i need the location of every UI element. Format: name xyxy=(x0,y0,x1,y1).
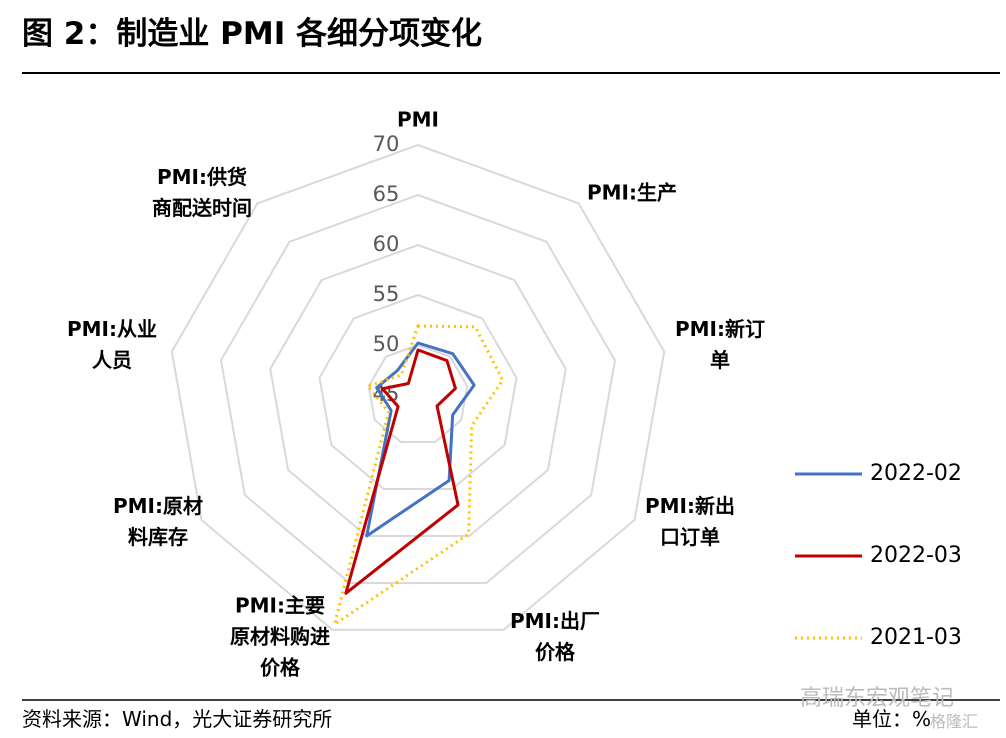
legend-label: 2022-03 xyxy=(870,543,962,568)
axis-label: PMI:新出口订单 xyxy=(645,494,735,549)
watermark: 格隆汇 xyxy=(930,712,979,731)
title: 图 2：制造业 PMI 各细分项变化 xyxy=(22,16,483,52)
r-tick-label: 70 xyxy=(373,132,400,156)
grid-ring xyxy=(269,243,567,537)
series-line xyxy=(344,348,460,595)
unit: 单位：% xyxy=(852,707,932,731)
axis-label: PMI:主要原材料购进价格 xyxy=(230,593,330,680)
r-tick-label: 50 xyxy=(373,332,400,356)
watermark: 高瑞东宏观笔记 xyxy=(800,686,955,711)
source: 资料来源：Wind，光大证券研究所 xyxy=(22,707,333,731)
legend-label: 2021-03 xyxy=(870,625,962,650)
r-tick-label: 60 xyxy=(373,232,400,256)
axis-label: PMI:出厂价格 xyxy=(510,609,600,664)
r-tick-label: 55 xyxy=(373,282,400,306)
axis-label: PMI:原材料库存 xyxy=(113,494,203,549)
grid-ring xyxy=(219,193,617,584)
axis-label: PMI:新订单 xyxy=(675,317,765,372)
series-line xyxy=(333,324,505,626)
grid-ring xyxy=(318,293,518,490)
r-tick-label: 65 xyxy=(373,182,400,206)
axis-label: PMI:从业人员 xyxy=(67,317,157,372)
legend-label: 2022-02 xyxy=(870,461,962,486)
grid-ring xyxy=(367,343,469,443)
axis-label: PMI:供货商配送时间 xyxy=(152,165,252,220)
grid-ring xyxy=(170,143,666,631)
axis-label: PMI:生产 xyxy=(587,180,677,205)
axis-label: PMI xyxy=(396,107,439,132)
